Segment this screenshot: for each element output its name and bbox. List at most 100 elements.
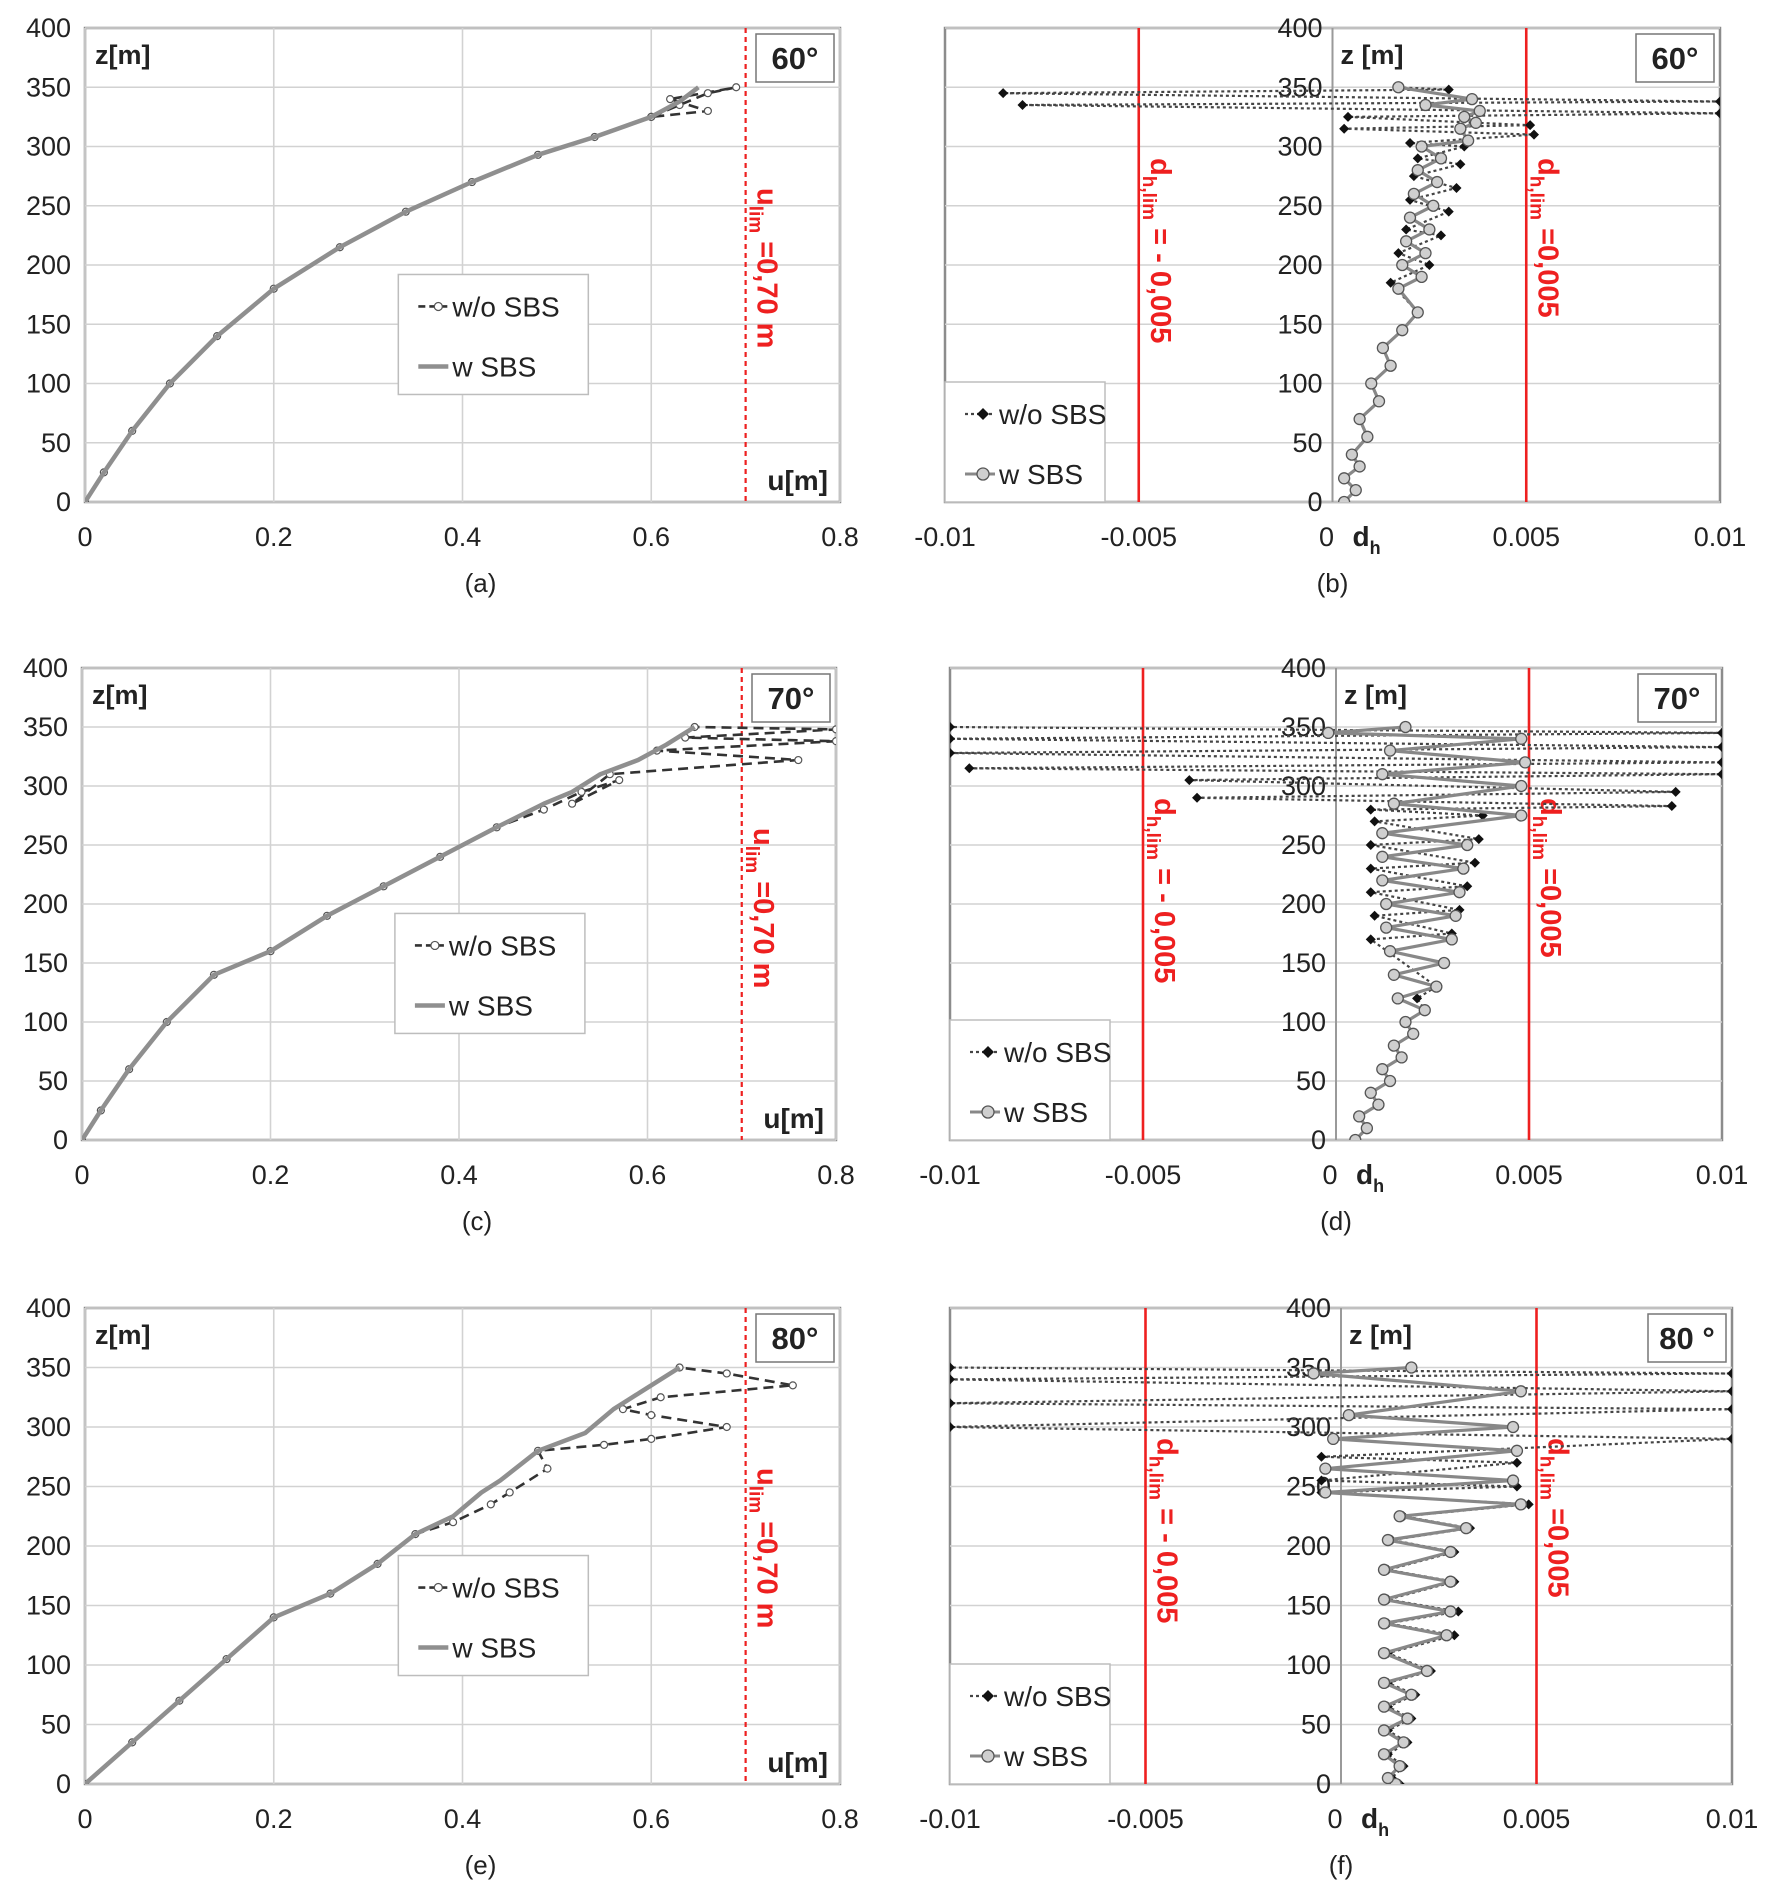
data-point (1319, 1486, 1332, 1499)
y-axis-label: z[m] (95, 40, 151, 70)
data-point (1377, 1724, 1391, 1737)
limit-label-value: = - 0,005 (1144, 220, 1176, 343)
figure-caption: (d) (1320, 1206, 1352, 1236)
series-w-sbs (1307, 1361, 1528, 1784)
legend-marker (977, 408, 989, 420)
data-point (1727, 1368, 1732, 1379)
data-point (1462, 881, 1473, 892)
data-point (666, 94, 675, 104)
legend-marker (982, 1046, 994, 1058)
x-tick-label: 0 (1322, 1160, 1337, 1190)
data-point (1365, 377, 1378, 390)
data-point (1461, 838, 1474, 852)
x-tick-label: 0.005 (1503, 1804, 1571, 1834)
data-point (1424, 260, 1435, 270)
x-axis-label-main: d (1353, 521, 1370, 552)
y-tick-label: 400 (1286, 1293, 1331, 1323)
data-point (1440, 1629, 1453, 1642)
x-tick-label: 0.01 (1694, 522, 1747, 552)
y-tick-label: 50 (1292, 428, 1322, 458)
y-axis-label: z[m] (92, 680, 148, 710)
data-point (656, 1393, 665, 1402)
y-tick-label: 150 (1277, 309, 1322, 339)
y-tick-label: 250 (26, 1472, 71, 1502)
data-point (1411, 164, 1424, 177)
data-point (1525, 120, 1536, 131)
x-gridlines (81, 668, 837, 1140)
data-point (1469, 116, 1483, 129)
data-point (950, 1422, 955, 1432)
data-point (1343, 111, 1353, 122)
legend-label: w/o SBS (448, 930, 556, 961)
legend-frame (397, 273, 590, 396)
data-point (1397, 1736, 1410, 1749)
limit-label-value: = - 0,005 (1151, 1500, 1183, 1623)
title-box: 70° (751, 673, 831, 723)
legend-frame (949, 1663, 1111, 1785)
legend-item: w SBS (965, 459, 1083, 490)
data-point (599, 1440, 609, 1449)
y-tick-label: 150 (23, 948, 68, 978)
legend-item: w SBS (970, 1741, 1088, 1772)
series-w-sbs (1322, 720, 1532, 1140)
y-tick-label: 200 (23, 889, 68, 919)
limit-label-sub: h,lim (1138, 176, 1159, 220)
data-point (1405, 1688, 1418, 1701)
x-tick-label: 0.005 (1495, 1160, 1563, 1190)
data-point (647, 1434, 656, 1444)
data-point (1381, 1771, 1395, 1784)
data-point (1405, 137, 1415, 148)
data-point (1322, 726, 1335, 740)
data-point (1423, 223, 1436, 236)
data-point (1387, 1039, 1401, 1052)
chart-title: 70° (768, 681, 815, 716)
data-point (615, 775, 624, 785)
legend-label: w/o SBS (451, 291, 559, 322)
y-tick-label: 350 (26, 72, 71, 102)
data-point (1465, 92, 1479, 106)
title-box: 70° (1637, 673, 1717, 723)
data-point (1383, 1074, 1397, 1088)
data-point (1369, 910, 1380, 921)
data-point (1453, 886, 1466, 899)
figure-caption: (a) (465, 568, 497, 598)
data-point (1427, 199, 1440, 212)
x-tick-label: 0.4 (444, 1804, 482, 1834)
data-point (1377, 1646, 1391, 1660)
chart-a: 0 50 100 150 200 250 300 350 400 0 0.2 0.4 0.6 0.8 z[m… (26, 13, 859, 598)
data-point (1392, 282, 1405, 295)
data-point (950, 1374, 955, 1385)
y-tick-label: 100 (23, 1007, 68, 1037)
data-point (1376, 1063, 1389, 1076)
limit-label-main: d (1531, 158, 1563, 176)
data-point (1529, 129, 1539, 140)
data-point (1436, 230, 1446, 241)
legend: w/o SBS w SBS (394, 912, 586, 1035)
title-box: 80° (755, 1313, 835, 1363)
data-point (1319, 1462, 1332, 1475)
data-point (1455, 159, 1466, 170)
data-point (1430, 175, 1444, 189)
data-point (1727, 1386, 1732, 1397)
x-tick-label: 0.2 (255, 1804, 293, 1834)
y-tick-label: 0 (1311, 1125, 1326, 1155)
figure-caption: (b) (1317, 568, 1349, 598)
title-frame (755, 1313, 835, 1363)
data-point (1473, 104, 1486, 118)
x-axis-label: u[m] (767, 465, 828, 496)
data-point (1515, 779, 1528, 793)
y-tick-label: 0 (1307, 487, 1322, 517)
x-tick-label: 0.6 (632, 1804, 670, 1834)
data-point (722, 1422, 731, 1432)
chart-title: 70° (1654, 681, 1701, 716)
data-point (1415, 140, 1428, 153)
legend-marker (976, 467, 990, 481)
data-point (1399, 1015, 1412, 1029)
y-tick-label: 250 (1277, 191, 1322, 221)
x-tick-label: 0.6 (632, 522, 670, 552)
title-box: 60° (1635, 33, 1715, 83)
data-point (1412, 993, 1423, 1004)
data-point (1353, 1110, 1366, 1123)
series-w-sbs (82, 725, 696, 1140)
legend-item: w/o SBS (970, 1037, 1111, 1068)
